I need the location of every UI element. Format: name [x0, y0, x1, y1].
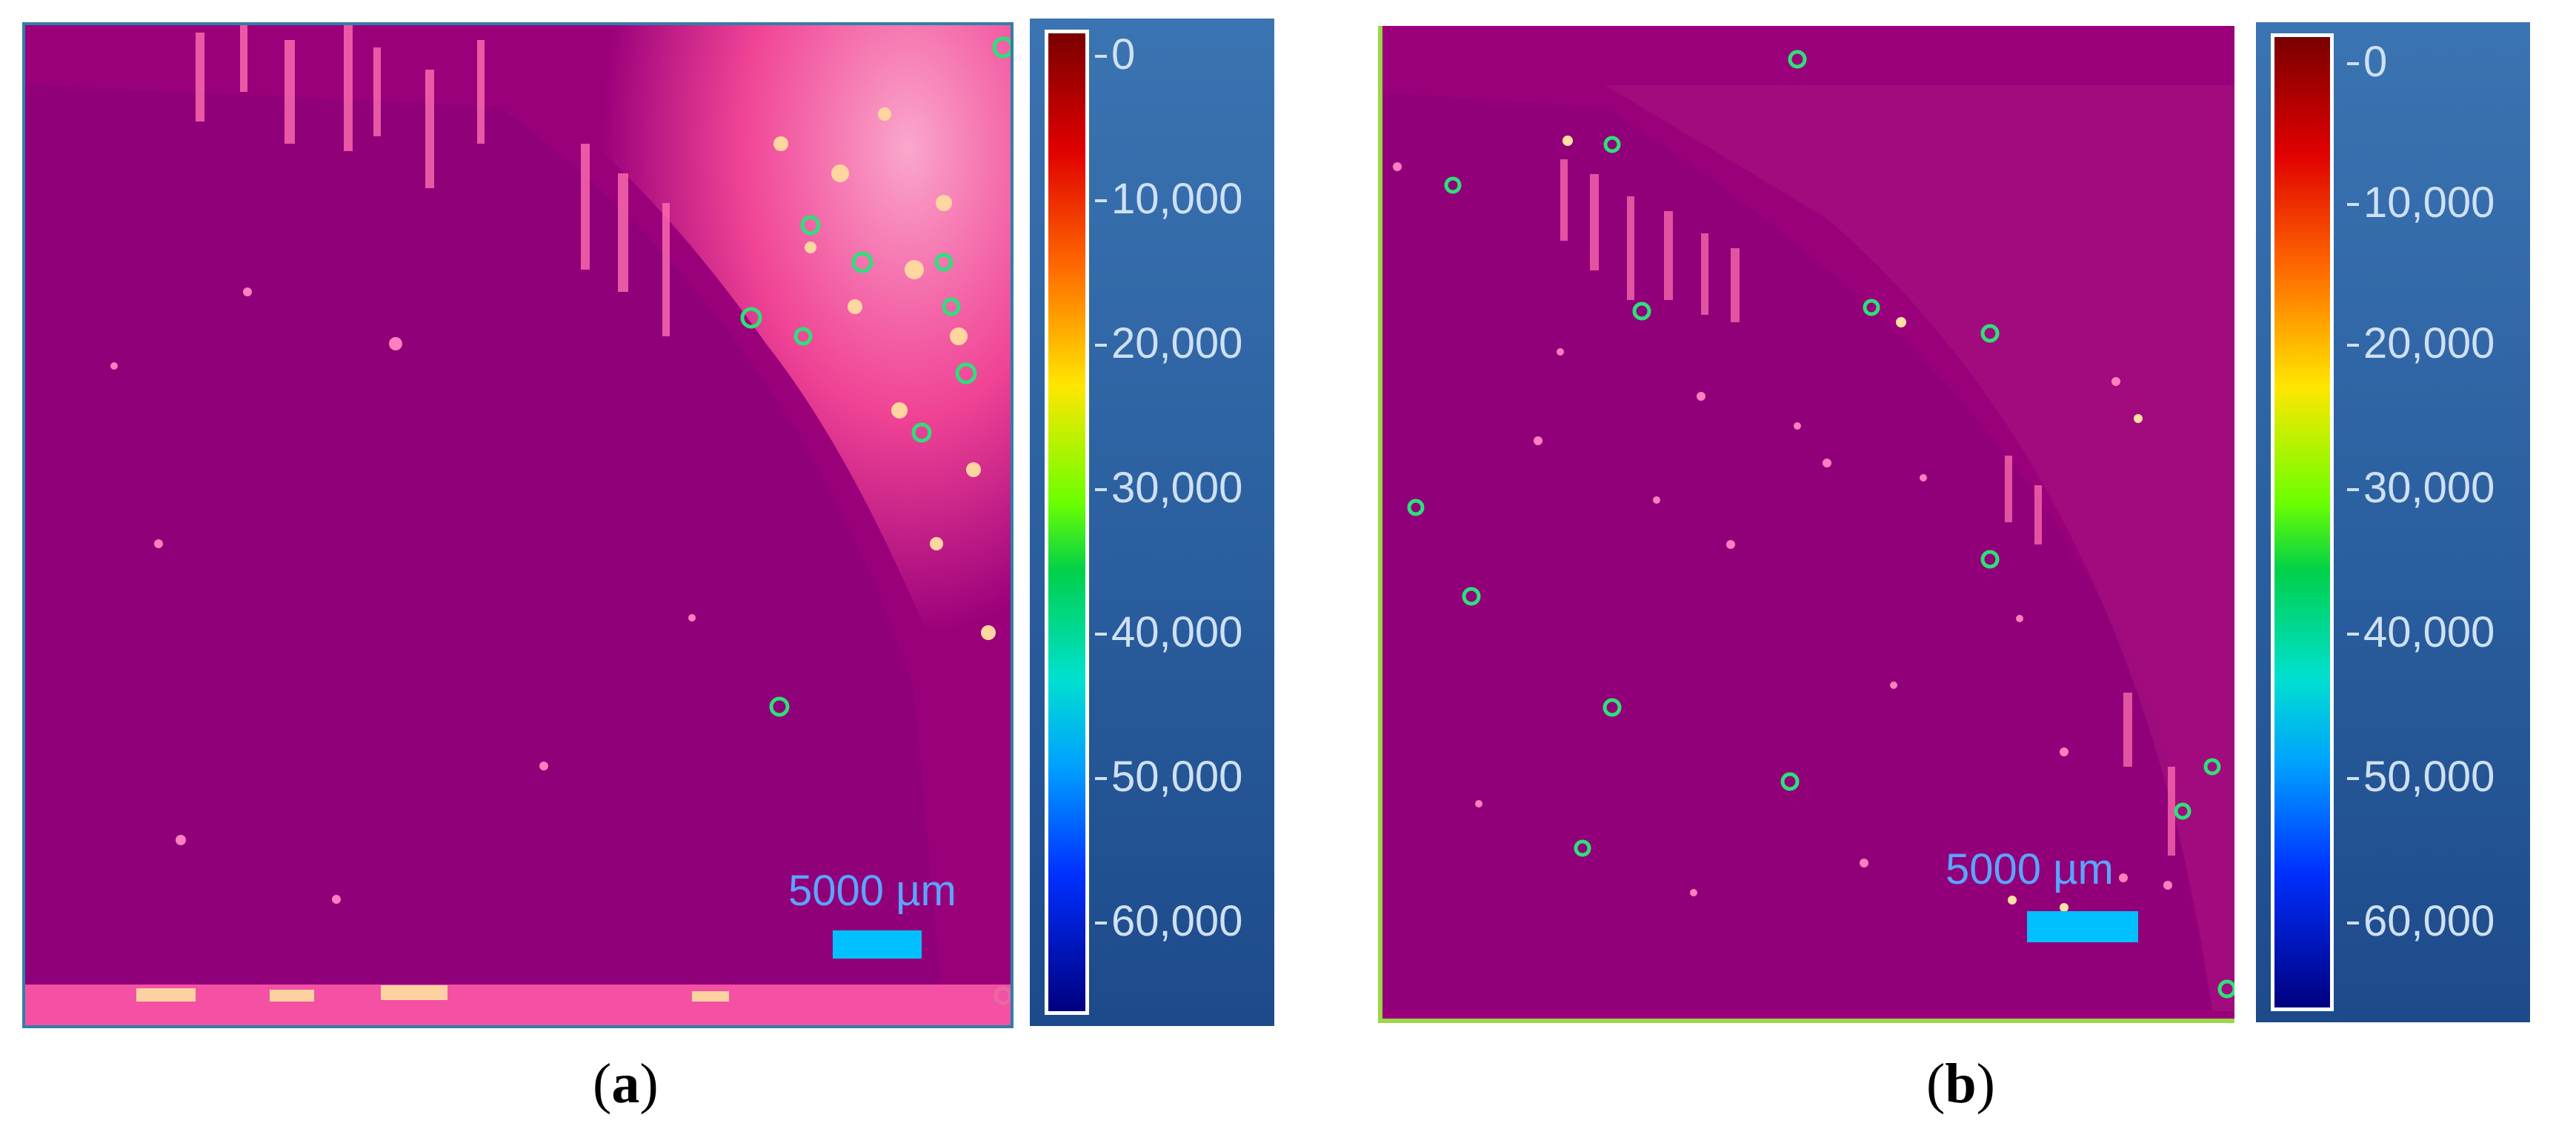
panel-a-tick-4: 40,000 [1094, 608, 1243, 656]
panel-b-colorbar-gradient [2271, 33, 2334, 1011]
panel-b-tick-2: 20,000 [2346, 319, 2495, 367]
panel-a-small-dots [110, 287, 696, 904]
panel-b-heatmap-overlay [1382, 50, 2234, 1011]
panel-b-scale-label: 5000 µm [1946, 845, 2114, 893]
panel-a-tick-0: 0 [1094, 30, 1136, 79]
panel-a-colorbar-gradient [1045, 30, 1089, 1015]
panel-a-high-region [499, 25, 1011, 840]
panel-a-rings [740, 36, 1011, 1005]
panel-b-scale-bar [2027, 911, 2138, 942]
panel-b-edge-region [1605, 85, 2234, 1011]
panel-b-tick-0: 0 [2346, 38, 2388, 86]
panel-b-small-dots [1393, 162, 2172, 919]
panel-a-tick-3: 30,000 [1094, 464, 1243, 512]
panel-b-colorbar: 0 10,000 20,000 30,000 40,000 50,000 60,… [2256, 22, 2530, 1022]
panel-b-heatmap: 5000 µm [1378, 26, 2234, 1023]
panel-b-streaks [1560, 159, 2175, 856]
panel-b-caption: (b) [1926, 1053, 1995, 1115]
panel-a-tick-5: 50,000 [1094, 753, 1243, 801]
panel-a-caption: (a) [593, 1053, 659, 1115]
panel-b-tick-6: 60,000 [2346, 897, 2495, 945]
panel-b-caption-letter: b [1945, 1053, 1977, 1115]
panel-a-low-region [25, 84, 944, 1018]
panel-b-low-region [1382, 93, 2212, 1011]
panel-a-streaks [196, 25, 670, 336]
panel-b-tick-4: 40,000 [2346, 608, 2495, 656]
panel-b-tick-3: 30,000 [2346, 464, 2495, 512]
panel-a-heatmap-overlay [25, 25, 1011, 1025]
panel-a-heatmap: 5000 µm [22, 22, 1014, 1028]
panel-a-tick-1: 10,000 [1094, 175, 1243, 223]
panel-a-tick-6: 60,000 [1094, 897, 1243, 945]
panel-a-hotspots [773, 107, 996, 640]
panel-b-tick-1: 10,000 [2346, 179, 2495, 227]
panel-a-caption-letter: a [611, 1053, 640, 1115]
panel-b-bright-dots [1562, 136, 2143, 912]
panel-a-tick-2: 20,000 [1094, 319, 1243, 367]
panel-a-scale-label: 5000 µm [788, 867, 956, 915]
panel-b-tick-5: 50,000 [2346, 753, 2495, 801]
panel-b-rings [1407, 50, 2234, 999]
panel-a-scale-bar [833, 930, 922, 959]
panel-a-colorbar: 0 10,000 20,000 30,000 40,000 50,000 60,… [1030, 19, 1274, 1026]
